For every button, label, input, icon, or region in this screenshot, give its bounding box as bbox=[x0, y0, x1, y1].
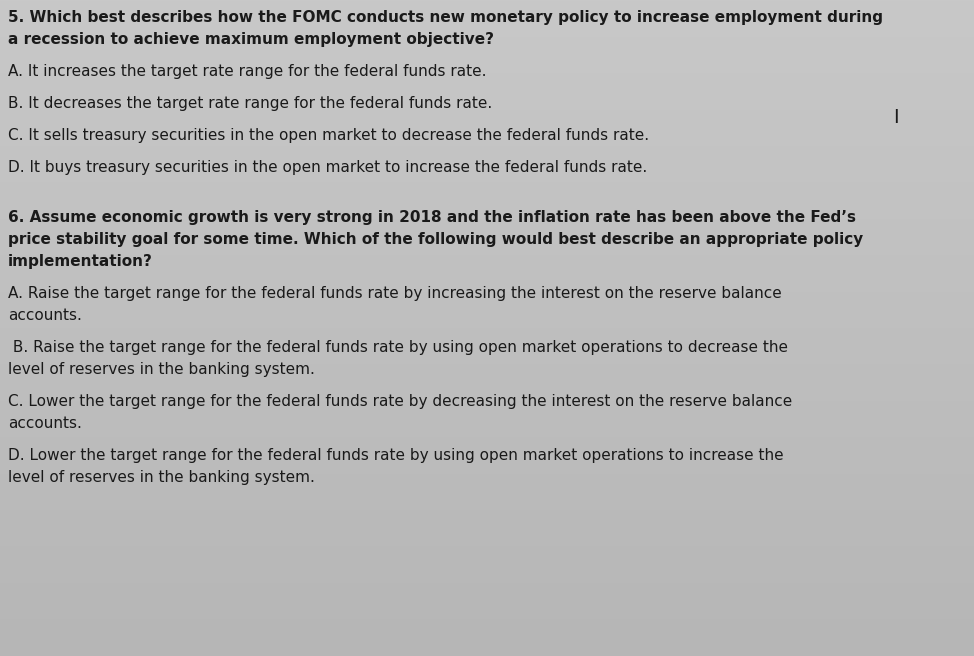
Text: B. It decreases the target rate range for the federal funds rate.: B. It decreases the target rate range fo… bbox=[8, 96, 492, 111]
Text: a recession to achieve maximum employment objective?: a recession to achieve maximum employmen… bbox=[8, 32, 494, 47]
Text: C. Lower the target range for the federal funds rate by decreasing the interest : C. Lower the target range for the federa… bbox=[8, 394, 792, 409]
Text: 6. Assume economic growth is very strong in 2018 and the inflation rate has been: 6. Assume economic growth is very strong… bbox=[8, 210, 856, 225]
Text: B. Raise the target range for the federal funds rate by using open market operat: B. Raise the target range for the federa… bbox=[8, 340, 788, 355]
Text: price stability goal for some time. Which of the following would best describe a: price stability goal for some time. Whic… bbox=[8, 232, 863, 247]
Text: D. It buys treasury securities in the open market to increase the federal funds : D. It buys treasury securities in the op… bbox=[8, 160, 648, 175]
Text: C. It sells treasury securities in the open market to decrease the federal funds: C. It sells treasury securities in the o… bbox=[8, 128, 649, 143]
Text: implementation?: implementation? bbox=[8, 254, 153, 269]
Text: 5. Which best describes how the FOMC conducts new monetary policy to increase em: 5. Which best describes how the FOMC con… bbox=[8, 10, 883, 25]
Text: accounts.: accounts. bbox=[8, 416, 82, 431]
Text: accounts.: accounts. bbox=[8, 308, 82, 323]
Text: level of reserves in the banking system.: level of reserves in the banking system. bbox=[8, 362, 315, 377]
Text: A. Raise the target range for the federal funds rate by increasing the interest : A. Raise the target range for the federa… bbox=[8, 286, 782, 301]
Text: A. It increases the target rate range for the federal funds rate.: A. It increases the target rate range fo… bbox=[8, 64, 486, 79]
Text: level of reserves in the banking system.: level of reserves in the banking system. bbox=[8, 470, 315, 485]
Text: D. Lower the target range for the federal funds rate by using open market operat: D. Lower the target range for the federa… bbox=[8, 448, 784, 463]
Text: I: I bbox=[893, 108, 899, 127]
